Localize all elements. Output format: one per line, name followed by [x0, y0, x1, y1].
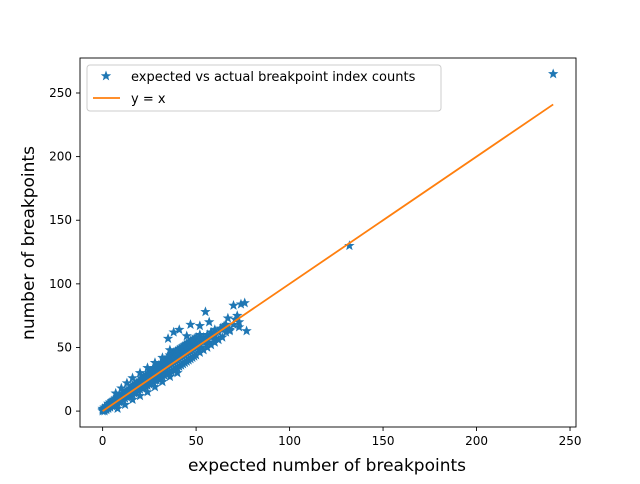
y-tick-label: 100	[49, 277, 72, 291]
y-tick-label: 0	[64, 404, 72, 418]
data-point	[142, 386, 153, 397]
y-tick-label: 150	[49, 213, 72, 227]
data-point	[157, 376, 168, 387]
y-tick-label: 50	[57, 340, 72, 354]
identity-line	[102, 103, 554, 412]
data-point	[112, 403, 123, 413]
x-tick-label: 250	[559, 434, 582, 448]
y-tick-label: 250	[49, 86, 72, 100]
legend: expected vs actual breakpoint index coun…	[86, 64, 442, 112]
data-point	[127, 372, 138, 383]
data-point	[548, 68, 559, 79]
y-tick-label: 200	[49, 150, 72, 164]
data-point	[232, 310, 243, 321]
axes-frame	[79, 57, 577, 428]
data-point	[194, 342, 206, 352]
x-tick-label: 150	[372, 434, 395, 448]
data-point	[222, 312, 234, 323]
data-point	[149, 357, 161, 368]
data-point	[228, 300, 239, 310]
data-point	[119, 399, 131, 410]
data-point	[127, 394, 138, 405]
data-point	[194, 320, 206, 331]
legend-box	[86, 64, 442, 112]
x-axis-label: expected number of breakpoints	[188, 456, 466, 476]
data-point	[239, 297, 250, 308]
data-point	[241, 325, 252, 336]
data-point	[203, 316, 215, 327]
data-point	[200, 306, 211, 317]
data-point	[162, 333, 174, 343]
x-tick-label: 0	[99, 434, 107, 448]
y-axis-label: number of breakpoints	[19, 146, 39, 340]
data-point	[233, 321, 245, 332]
legend-label-scatter: expected vs actual breakpoint index coun…	[131, 70, 416, 85]
data-point	[164, 371, 176, 382]
data-point	[185, 319, 196, 329]
legend-star-marker	[100, 70, 112, 81]
data-point	[142, 362, 153, 373]
data-point	[149, 381, 161, 392]
data-point	[168, 326, 179, 337]
data-point	[344, 240, 355, 251]
data-point	[157, 352, 168, 363]
data-point	[134, 367, 146, 378]
data-point	[134, 390, 146, 401]
x-tick-label: 100	[278, 434, 301, 448]
data-point	[174, 324, 185, 335]
data-point	[224, 325, 235, 336]
data-point	[164, 344, 176, 355]
data-point	[181, 330, 192, 341]
data-point	[187, 335, 198, 346]
data-point	[172, 367, 183, 378]
data-point	[217, 331, 228, 342]
axes: 0 50 100 150 200 250 0 50 100 150 200 250	[49, 57, 582, 448]
x-tick-label: 50	[188, 434, 203, 448]
data-point	[202, 336, 213, 347]
plot-area	[97, 68, 559, 416]
legend-label-line: y = x	[131, 92, 166, 107]
x-tick-label: 200	[465, 434, 488, 448]
